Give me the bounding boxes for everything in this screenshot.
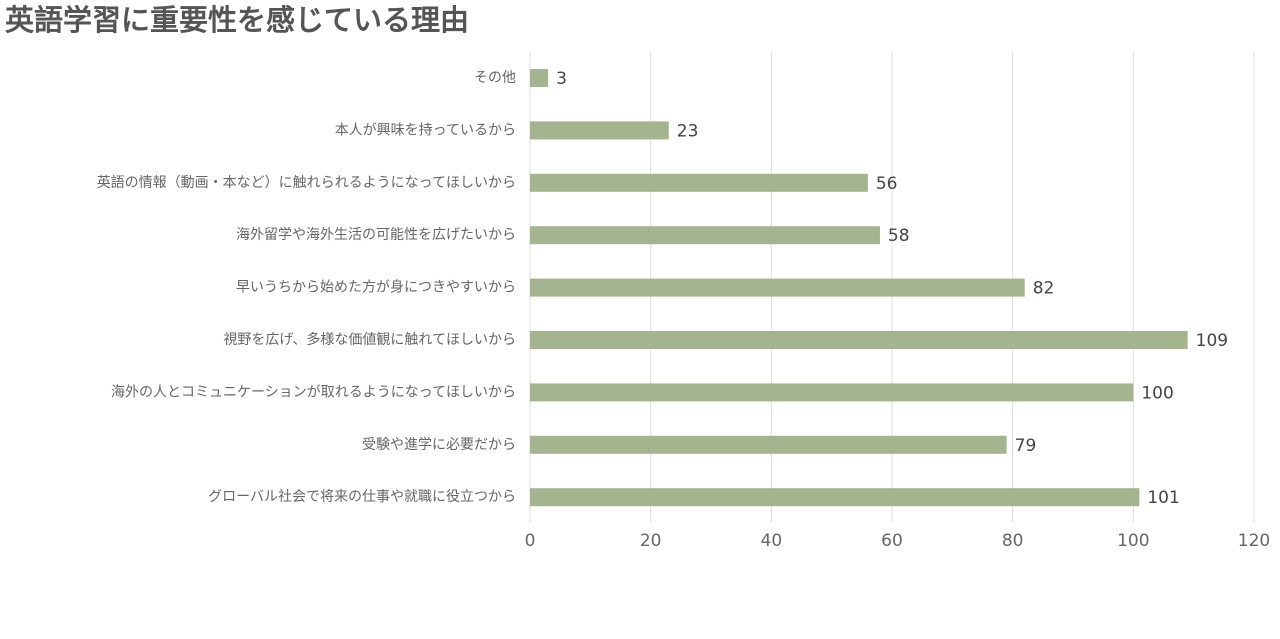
bar xyxy=(530,226,880,245)
value-label: 101 xyxy=(1147,488,1179,508)
x-tick-label: 80 xyxy=(1002,531,1024,551)
bar xyxy=(530,121,669,140)
value-label: 79 xyxy=(1015,436,1037,456)
y-tick-label: 受験や進学に必要だから xyxy=(362,437,516,453)
x-tick-label: 20 xyxy=(640,531,662,551)
y-tick-label: その他 xyxy=(474,70,516,86)
y-tick-label: 海外の人とコミュニケーションが取れるようになってほしいから xyxy=(111,384,516,400)
x-tick-label: 100 xyxy=(1117,531,1149,551)
y-tick-label: 海外留学や海外生活の可能性を広げたいから xyxy=(236,227,516,243)
value-label: 23 xyxy=(677,121,699,141)
x-tick-label: 40 xyxy=(761,531,783,551)
chart-title: 英語学習に重要性を感じている理由 xyxy=(5,3,469,37)
value-label: 58 xyxy=(888,226,910,246)
bar xyxy=(530,383,1134,402)
bar xyxy=(530,331,1188,349)
value-label: 56 xyxy=(876,174,898,194)
y-tick-label: 視野を広げ、多様な価値観に触れてほしいから xyxy=(223,331,516,348)
value-label: 109 xyxy=(1196,331,1228,351)
bar xyxy=(530,278,1025,297)
y-tick-label: 本人が興味を持っているから xyxy=(335,122,516,138)
x-tick-label: 0 xyxy=(525,531,536,551)
value-label: 100 xyxy=(1141,383,1173,403)
bar xyxy=(530,488,1140,507)
value-label: 82 xyxy=(1033,279,1055,299)
bar xyxy=(530,173,868,192)
x-tick-label: 120 xyxy=(1238,531,1270,551)
x-tick-label: 60 xyxy=(881,531,903,551)
bar xyxy=(530,69,549,87)
y-tick-label: グローバル社会で将来の仕事や就職に役立つから xyxy=(208,489,516,505)
y-tick-label: 英語の情報（動画・本など）に触れられるようになってほしいから xyxy=(97,174,516,191)
value-label: 3 xyxy=(556,69,567,89)
bar xyxy=(530,435,1007,454)
y-tick-label: 早いうちから始めた方が身につきやすいから xyxy=(236,280,516,296)
